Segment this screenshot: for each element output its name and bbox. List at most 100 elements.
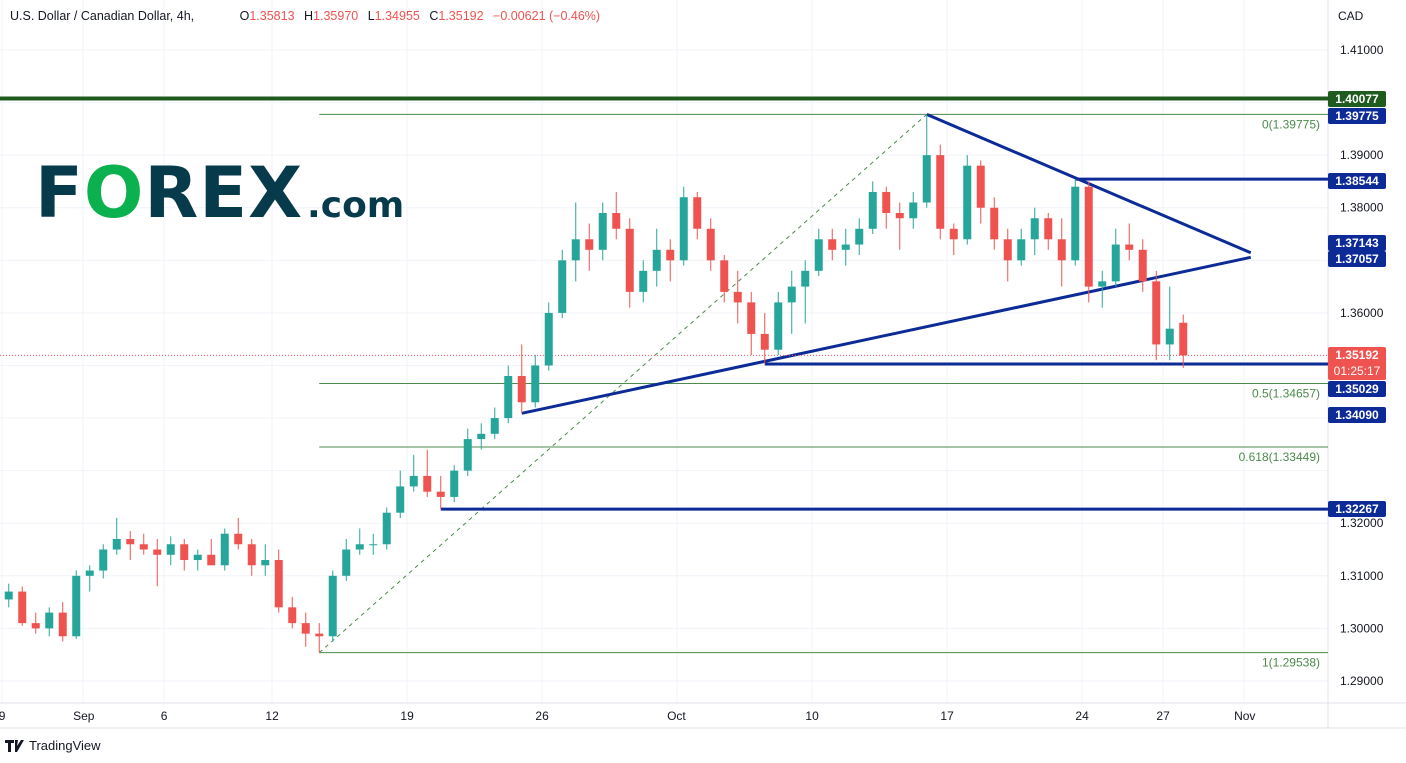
price-badge-trendline-start-text: 1.34090 [1335, 408, 1379, 422]
close-value: 1.35192 [438, 9, 484, 23]
price-badge-level [1328, 381, 1386, 397]
candle-up [544, 312, 553, 366]
candle-down [153, 549, 162, 555]
candle-up [639, 270, 648, 292]
candle-down [180, 544, 189, 561]
candle-down [315, 633, 324, 637]
candle-down [976, 165, 985, 208]
tradingview-attribution[interactable]: TradingView [5, 738, 101, 753]
candle-down [1044, 218, 1053, 240]
price-badge-trendline-text: 1.37057 [1335, 252, 1379, 266]
high-label: H [304, 9, 314, 23]
price-badge-trendline [1328, 251, 1386, 267]
candle-up [328, 575, 337, 637]
candle-up [355, 544, 364, 550]
candle-up [477, 433, 486, 440]
trend-line [521, 255, 1252, 415]
candle-down [585, 239, 594, 250]
candle-up [922, 155, 931, 203]
low-value: 1.34955 [374, 9, 420, 23]
time-tick-label: 24 [1075, 709, 1089, 723]
candle-down [436, 491, 445, 497]
fib-level-label: 0.5(1.34657) [1252, 387, 1320, 401]
fib-level-label: 0.618(1.33449) [1239, 450, 1320, 464]
price-badge-fib-high-text: 1.39775 [1335, 109, 1379, 123]
price-badge-trendline [1328, 235, 1386, 251]
time-tick-label: 12 [265, 709, 279, 723]
time-tick-label: Oct [667, 709, 686, 723]
candle-up [490, 418, 499, 434]
candle-up [504, 375, 513, 419]
candle-up [963, 165, 972, 240]
candle-up [45, 612, 54, 629]
candle-up [193, 554, 202, 561]
candle-up [558, 260, 567, 313]
candle-up [85, 570, 94, 576]
logo-text-rex: REX [144, 152, 304, 234]
close-label: C [429, 9, 439, 23]
candle-up [814, 239, 823, 271]
candle-up [261, 560, 270, 566]
price-tick-label: 1.38000 [1340, 201, 1384, 215]
last-price-badge [1328, 347, 1386, 380]
candle-up [1111, 244, 1120, 282]
price-tick-label: 1.32000 [1340, 516, 1384, 530]
candle-up [220, 533, 229, 566]
candle-down [1152, 281, 1161, 345]
candle-down [936, 155, 945, 229]
chart-header: U.S. Dollar / Canadian Dollar, 4h, O1.35… [10, 9, 600, 23]
price-badge-level [1328, 501, 1386, 517]
candle-down [31, 623, 40, 629]
logo-text-f: F [35, 152, 84, 234]
time-tick-label: 19 [400, 709, 414, 723]
candle-down [1179, 322, 1188, 356]
candle-up [450, 470, 459, 497]
time-tick-label: Nov [1234, 709, 1255, 723]
candle-down [288, 607, 297, 624]
candle-down [207, 554, 216, 566]
candle-up [787, 286, 796, 303]
price-tick-label: 1.31000 [1340, 569, 1384, 583]
candle-down [1057, 239, 1066, 261]
candle-up [382, 512, 391, 545]
candle-down [139, 544, 148, 550]
candle-up [342, 549, 351, 576]
candle-up [1017, 239, 1026, 261]
candle-down [301, 623, 310, 634]
candle-down [733, 291, 742, 303]
price-tick-label: 1.39000 [1340, 148, 1384, 162]
candle-down [666, 249, 675, 261]
price-tick-label: 1.30000 [1340, 621, 1384, 635]
candle-up [1098, 281, 1107, 287]
candle-down [625, 228, 634, 292]
high-value: 1.35970 [313, 9, 359, 23]
candle-up [166, 544, 175, 555]
candle-up [679, 197, 688, 261]
symbol-title[interactable]: U.S. Dollar / Canadian Dollar, 4h, [10, 9, 195, 23]
price-badge-fib-high [1328, 108, 1386, 124]
candle-up [396, 486, 405, 513]
tradingview-brand: TradingView [29, 738, 101, 753]
price-badge-level-text: 1.32267 [1335, 502, 1379, 516]
time-tick-label: Sep [73, 709, 95, 723]
price-badge-resistance-text: 1.40077 [1335, 92, 1379, 106]
candle-down [747, 302, 756, 334]
candle-down [720, 260, 729, 292]
tradingview-logo-icon [5, 739, 24, 752]
open-label: O [239, 9, 250, 23]
candle-down [126, 538, 135, 545]
candle-up [369, 544, 378, 546]
candle-up [463, 439, 472, 471]
candle-down [1125, 244, 1134, 250]
fib-level-label: 0(1.39775) [1262, 117, 1320, 131]
open-value: 1.35813 [249, 9, 295, 23]
candle-down [18, 591, 27, 624]
candle-down [517, 375, 526, 403]
time-tick-label: 10 [805, 709, 819, 723]
candle-down [895, 212, 904, 219]
candle-down [949, 228, 958, 240]
candle-down [247, 544, 256, 566]
